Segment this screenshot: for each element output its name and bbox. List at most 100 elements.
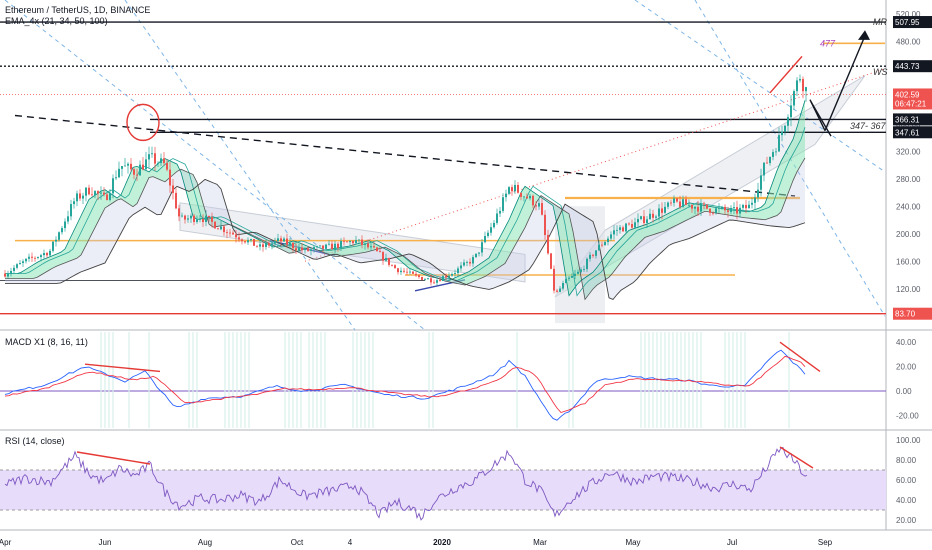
candle-body [787,117,789,126]
candle-body [85,187,87,196]
candle-body [214,221,216,229]
candle-body [226,232,228,233]
macd-tick-label: 20.00 [896,363,917,372]
candle-body [322,245,324,249]
candle-body [274,241,276,244]
candle-body [25,258,27,262]
chart-annotation: WS [873,67,888,77]
candle-body [280,238,282,242]
candle-body [142,164,144,170]
candle-body [61,228,63,233]
candle-body [691,204,693,209]
candle-body [757,189,759,198]
candle-body [448,275,450,278]
candle-body [253,239,255,246]
candle-body [115,177,117,179]
ema-ribbon [5,100,805,300]
candle-body [376,247,378,252]
candle-body [475,253,477,258]
candle-body [88,187,90,195]
ema-line [5,100,806,297]
candle-body [163,158,165,164]
candle-body [331,243,333,250]
candle-body [121,166,123,169]
candle-body [790,105,792,118]
candle-body [802,79,804,92]
price-label-text: 402.59 [895,90,920,99]
candle-body [70,204,72,217]
candle-body [775,151,777,153]
candle-body [304,248,306,251]
candle-body [742,204,744,208]
price-label-box [893,60,932,73]
time-axis-label: Mar [533,538,547,547]
candle-body [100,192,102,194]
candle-body [169,169,171,186]
candle-body [511,187,513,192]
candle-body [259,244,261,247]
candle-body [91,194,93,196]
time-axis-label: Aug [198,538,212,547]
candle-body [298,247,300,251]
candle-body [109,193,111,200]
candle-body [763,162,765,176]
candle-body [139,164,141,176]
candle-body [349,241,351,243]
candle-body [595,250,597,256]
candle-body [553,268,555,291]
candle-body [589,254,591,259]
candle-body [292,242,294,249]
price-tick-label: 320.00 [896,147,921,156]
price-label-box [893,113,932,126]
candle-body [79,193,81,199]
candle-body [469,261,471,264]
candle-body [637,218,639,223]
candle-body [205,215,207,223]
time-axis-label: 2020 [433,538,451,547]
candle-body [451,273,453,276]
candle-body [586,258,588,270]
candle-body [217,228,219,230]
candle-body [619,227,621,230]
rsi-divergence-line [76,451,151,465]
candle-body [325,244,327,249]
candle-body [562,283,564,289]
candle-body [457,268,459,274]
candle-body [532,195,534,206]
candle-body [793,91,795,106]
price-tick-label: 120.00 [896,285,921,294]
candle-body [481,242,483,253]
ema-line [5,127,806,297]
candle-body [103,192,105,195]
candle-body [679,201,681,207]
rsi-tick-label: 40.00 [896,496,917,505]
candle-body [199,219,201,220]
price-tick-label: 240.00 [896,202,921,211]
candle-body [400,270,402,273]
candle-body [241,239,243,242]
arrow-head [858,30,870,40]
candle-body [442,276,444,281]
candle-body [514,184,516,192]
candle-body [181,215,183,217]
candle-body [379,251,381,253]
projection-arrow-up [824,35,866,131]
candle-body [697,206,699,212]
price-label-text: 347.61 [895,128,920,137]
candle-body [49,250,51,256]
candle-body [76,193,78,202]
candle-body [52,241,54,251]
candle-body [433,282,435,284]
candle-body [643,216,645,224]
candle-body [556,290,558,292]
candle-body [685,199,687,205]
candle-body [19,263,21,265]
candle-body [649,213,651,220]
candle-body [712,212,714,214]
candle-body [367,243,369,248]
candle-body [283,238,285,242]
macd-tick-label: 40.00 [896,338,917,347]
candle-body [262,244,264,247]
candle-body [67,216,69,222]
